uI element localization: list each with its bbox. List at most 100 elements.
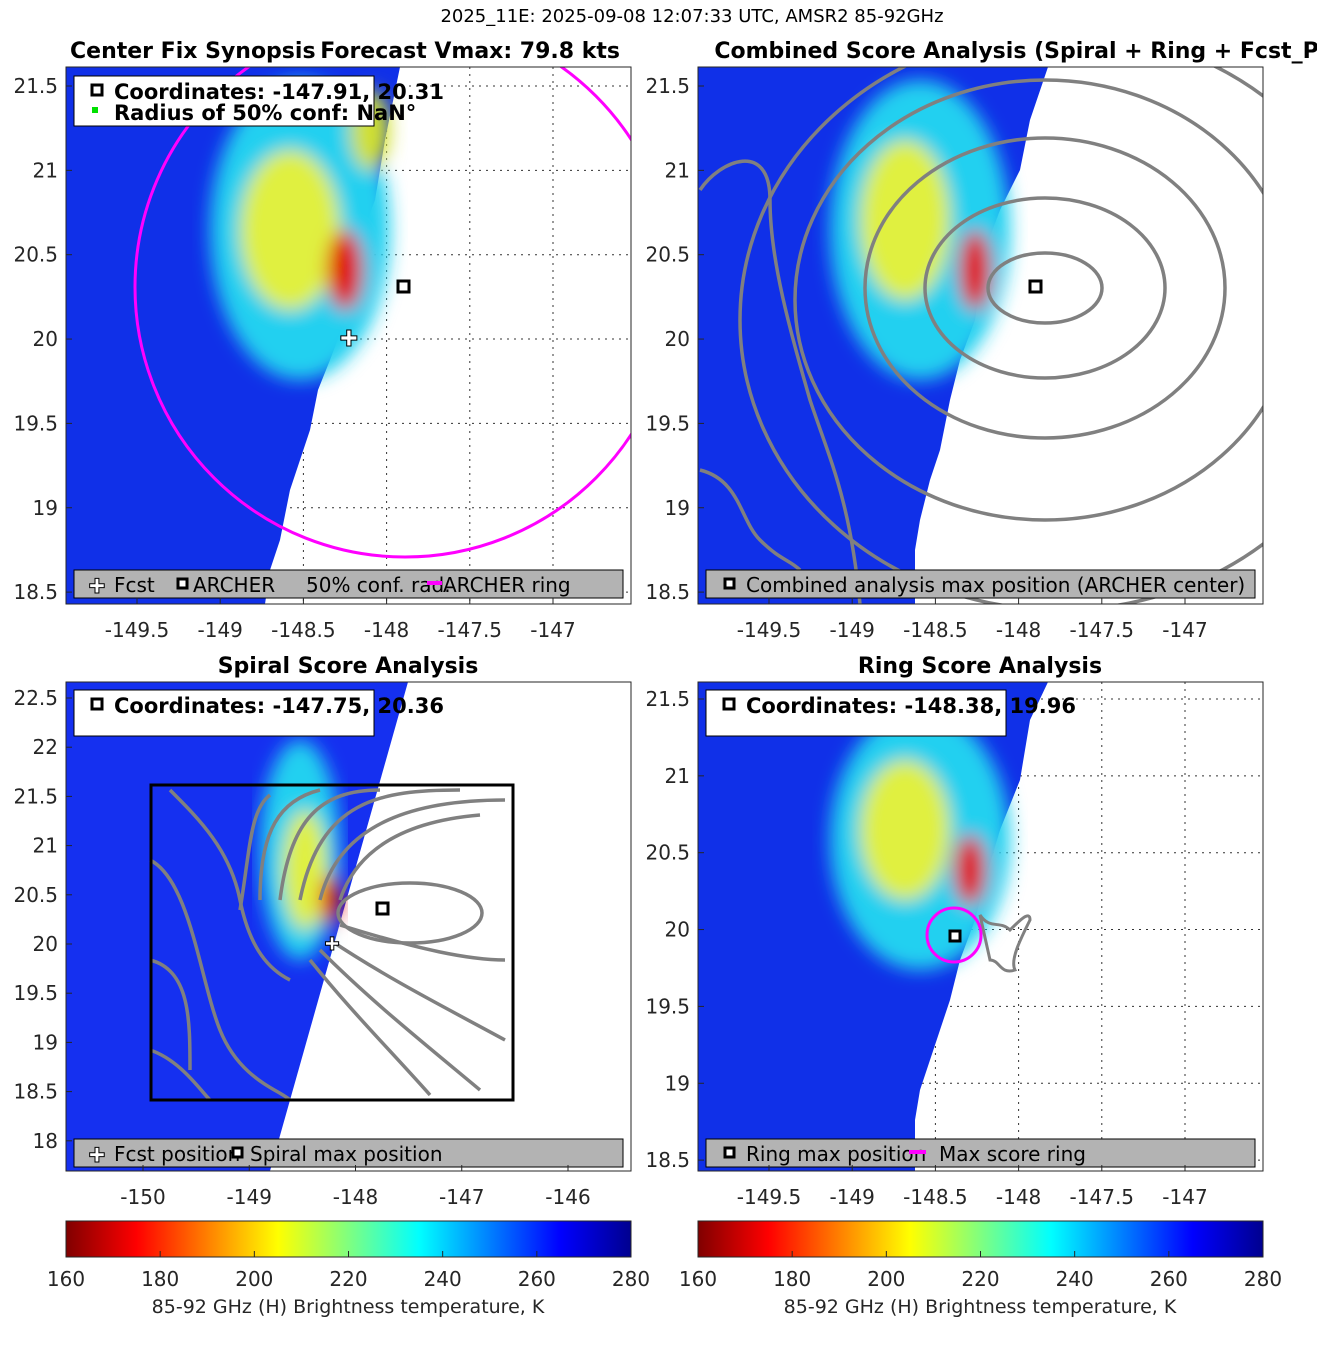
y-tick-label: 19 (665, 496, 690, 520)
info-box (73, 689, 375, 737)
panel1-vmax: Forecast Vmax: 79.8 kts (320, 39, 620, 64)
y-tick-label: 21 (665, 764, 690, 788)
panel2-title: Combined Score Analysis (Spiral + Ring +… (714, 39, 1317, 64)
legend-archer: ARCHER (193, 573, 275, 597)
colorbar-label: 85-92 GHz (H) Brightness temperature, K (152, 1296, 545, 1318)
x-tick-label: -148.5 (903, 618, 967, 642)
colorbar-right: 160 180 200 220 240 260 280 85-92 GHz (H) Brig… (679, 1220, 1282, 1318)
heatmap-hot (260, 740, 340, 960)
y-tick-label: 19 (665, 1071, 690, 1095)
x-tick-label: -147 (439, 1185, 484, 1209)
y-tick-label: 19.5 (13, 981, 58, 1005)
legend-fcst: Fcst (114, 573, 155, 597)
y-tick-label: 20 (33, 932, 58, 956)
colorbar-tick-label: 220 (329, 1267, 367, 1291)
colorbar-left: 160 180 200 220 240 260 280 85-92 GHz (H) Brig… (47, 1220, 650, 1318)
legend-fcst-position: Fcst position (114, 1142, 240, 1166)
y-tick-label: 20 (33, 327, 58, 351)
y-tick-label: 21.5 (13, 784, 58, 808)
x-tick-label: -148 (996, 618, 1041, 642)
y-tick-label: 18 (33, 1129, 58, 1153)
colorbar-tick-label: 280 (612, 1267, 650, 1291)
heatmap-swath (66, 682, 408, 1171)
y-tick-label: 21.5 (13, 74, 58, 98)
x-tick-label: -149 (198, 618, 243, 642)
colorbar-tick-label: 260 (518, 1267, 556, 1291)
panel-center-fix-synopsis: Center Fix Synopsis Forecast Vmax: 79.8 … (65, 39, 632, 605)
legend-archer-ring: ARCHER ring (443, 573, 571, 597)
y-tick-label: 20.5 (645, 243, 690, 267)
info-coordinates: Coordinates: -147.75, 20.36 (114, 694, 444, 718)
legend-50conf: 50% conf. rad. (306, 573, 451, 597)
y-tick-label: 18.5 (13, 580, 58, 604)
panel-spiral-score: Spiral Score Analysis ✚ Coordinates: -14… (65, 654, 632, 1172)
heatmap-hot (210, 80, 390, 380)
x-tick-label: -147 (1162, 1185, 1207, 1209)
colorbar-tick-label: 260 (1150, 1267, 1188, 1291)
y-tick-label: 20 (665, 918, 690, 942)
info-box (73, 75, 375, 127)
y-tick-label: 20.5 (645, 841, 690, 865)
legend-spiral-max: Spiral max position (250, 1142, 443, 1166)
colorbar-tick-label: 240 (1056, 1267, 1094, 1291)
x-tick-label: -148.5 (903, 1185, 967, 1209)
archer-ring (133, 67, 631, 559)
colorbar-label: 85-92 GHz (H) Brightness temperature, K (784, 1296, 1177, 1318)
y-tick-label: 21.5 (645, 74, 690, 98)
legend-max-score-ring: Max score ring (939, 1142, 1086, 1166)
colorbar-tick-label: 220 (961, 1267, 999, 1291)
y-tick-label: 18.5 (645, 580, 690, 604)
y-tick-label: 21 (33, 158, 58, 182)
panel-combined-score: Combined Score Analysis (Spiral + Ring +… (697, 39, 1317, 605)
x-tick-label: -148 (333, 1185, 378, 1209)
ring-max-marker (948, 929, 962, 943)
spiral-search-box (149, 783, 515, 1102)
fcst-marker: ✚ (324, 934, 339, 955)
legend (73, 569, 624, 599)
x-tick-label: -148 (996, 1185, 1041, 1209)
colorbar-tick-label: 180 (773, 1267, 811, 1291)
colorbar-tick-label: 180 (141, 1267, 179, 1291)
x-tick-label: -147.5 (438, 618, 502, 642)
suptitle: 2025_11E: 2025-09-08 12:07:33 UTC, AMSR2… (440, 6, 943, 27)
y-tick-label: 19.5 (13, 411, 58, 435)
y-tick-label: 21 (665, 158, 690, 182)
info-coordinates: Coordinates: -148.38, 19.96 (746, 694, 1076, 718)
y-tick-label: 19 (33, 496, 58, 520)
info-radius: Radius of 50% conf: NaN° (114, 101, 416, 125)
y-tick-label: 18.5 (645, 1148, 690, 1172)
legend-combined-max: Combined analysis max position (ARCHER c… (746, 573, 1245, 597)
combined-contours (698, 67, 1263, 604)
y-tick-label: 20.5 (13, 243, 58, 267)
panel1-title: Center Fix Synopsis (70, 39, 316, 64)
info-coordinates: Coordinates: -147.91, 20.31 (114, 80, 444, 104)
x-tick-label: -149.5 (737, 618, 801, 642)
spiral-max-marker (375, 901, 390, 916)
y-tick-label: 20 (665, 327, 690, 351)
ring-contour (978, 914, 1032, 973)
y-tick-label: 22.5 (13, 686, 58, 710)
svg-text:✚: ✚ (89, 1143, 106, 1167)
colorbar-tick-label: 200 (867, 1267, 905, 1291)
x-tick-label: -149.5 (737, 1185, 801, 1209)
colorbar-tick-label: 160 (47, 1267, 85, 1291)
x-tick-label: -149 (830, 618, 875, 642)
x-tick-label: -147.5 (1070, 1185, 1134, 1209)
y-tick-label: 22 (33, 735, 58, 759)
colorbar-tick-label: 280 (1244, 1267, 1282, 1291)
x-tick-label: -148 (364, 618, 409, 642)
max-score-ring (925, 906, 983, 964)
y-tick-label: 21.5 (645, 687, 690, 711)
x-tick-label: -150 (120, 1185, 165, 1209)
colorbar-tick-label: 160 (679, 1267, 717, 1291)
colorbar-tick-label: 200 (235, 1267, 273, 1291)
x-tick-label: -149 (227, 1185, 272, 1209)
x-tick-label: -147.5 (1070, 618, 1134, 642)
y-tick-label: 19.5 (645, 994, 690, 1018)
fcst-marker: ✚ (340, 327, 358, 352)
x-tick-label: -149.5 (105, 618, 169, 642)
panel3-title: Spiral Score Analysis (218, 654, 479, 679)
archer-marker (396, 279, 411, 294)
colorbar-tick-label: 240 (424, 1267, 462, 1291)
